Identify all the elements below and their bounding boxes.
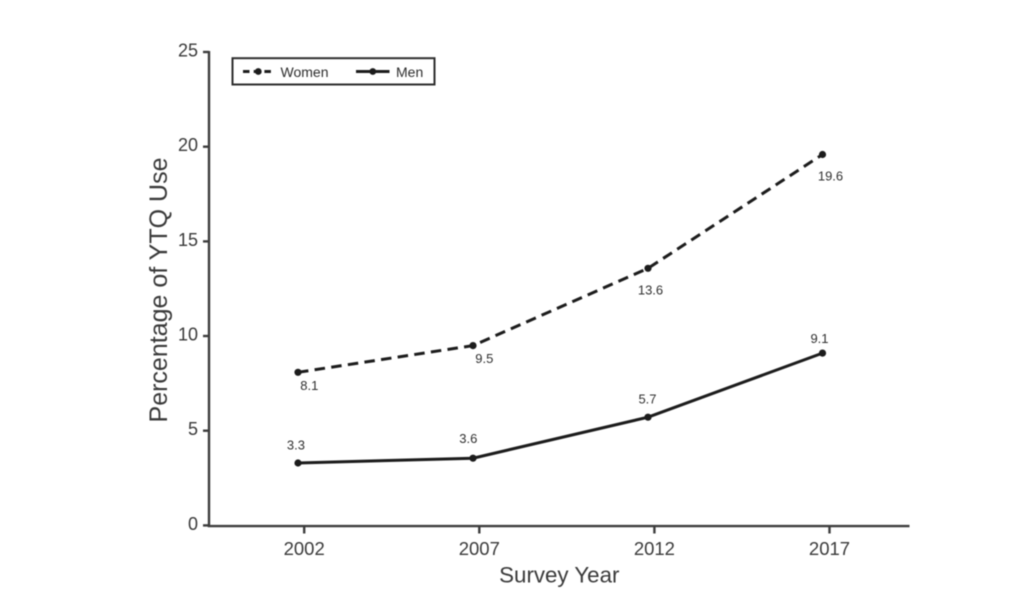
svg-text:5: 5 (188, 419, 198, 439)
svg-text:8.1: 8.1 (300, 378, 318, 393)
svg-text:Percentage of YTQ Use: Percentage of YTQ Use (145, 158, 173, 423)
svg-text:Men: Men (396, 64, 423, 80)
svg-text:2012: 2012 (634, 538, 675, 559)
svg-text:0: 0 (188, 514, 198, 534)
svg-text:25: 25 (178, 40, 198, 60)
svg-text:2002: 2002 (284, 538, 325, 559)
svg-text:9.5: 9.5 (475, 351, 493, 366)
svg-text:2017: 2017 (809, 538, 850, 559)
svg-text:Women: Women (281, 64, 329, 80)
svg-text:15: 15 (178, 230, 198, 250)
svg-text:5.7: 5.7 (638, 391, 656, 406)
svg-text:20: 20 (178, 135, 198, 155)
svg-text:13.6: 13.6 (638, 282, 663, 297)
svg-text:10: 10 (178, 324, 198, 344)
svg-text:3.6: 3.6 (459, 431, 477, 446)
svg-text:2007: 2007 (459, 538, 500, 559)
svg-text:9.1: 9.1 (810, 331, 828, 346)
svg-text:Survey Year: Survey Year (499, 562, 620, 587)
svg-text:19.6: 19.6 (818, 169, 843, 184)
svg-text:3.3: 3.3 (287, 438, 305, 453)
